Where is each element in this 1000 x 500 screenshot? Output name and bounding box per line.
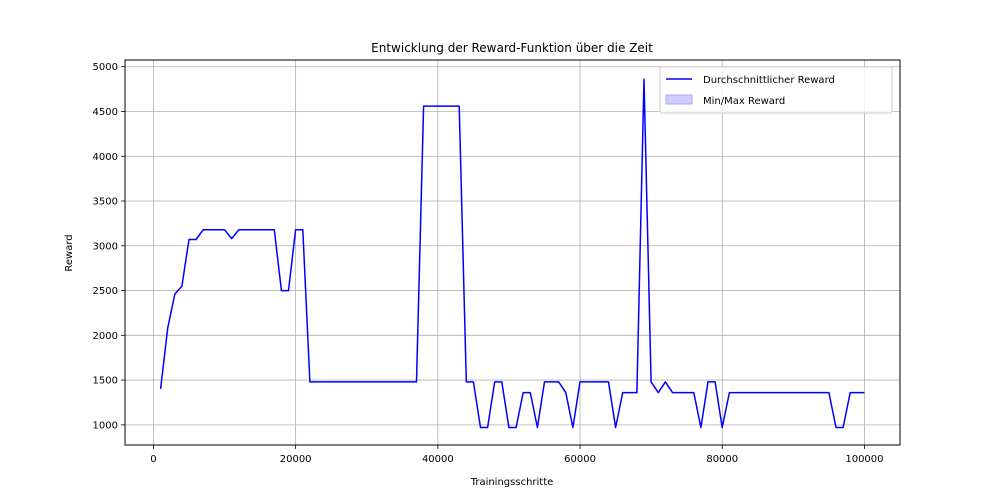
plot-frame bbox=[124, 59, 901, 446]
y-tick-label: 3500 bbox=[93, 197, 118, 208]
x-tick-label: 40000 bbox=[422, 454, 454, 465]
axis-ticks: 0 20000 40000 60000 80000 100000 1000 1500 2000 2… bbox=[93, 62, 884, 465]
y-axis-label: Reward bbox=[64, 234, 75, 271]
series-line-average-reward bbox=[159, 78, 865, 429]
legend: Durchschnittlicher Reward Min/Max Reward bbox=[659, 66, 893, 114]
y-tick-label: 1500 bbox=[93, 376, 118, 387]
x-tick-label: 80000 bbox=[706, 454, 738, 465]
y-tick-label: 2500 bbox=[93, 286, 118, 297]
legend-label-minmax: Min/Max Reward bbox=[703, 96, 785, 107]
y-tick-label: 4000 bbox=[93, 152, 118, 163]
x-tick-label: 20000 bbox=[280, 454, 312, 465]
grid bbox=[125, 60, 900, 445]
chart-title: Entwicklung der Reward-Funktion über die… bbox=[371, 41, 653, 55]
x-tick-label: 0 bbox=[150, 454, 156, 465]
plot-data bbox=[159, 78, 865, 429]
x-axis-label: Trainingsschritte bbox=[470, 477, 554, 488]
y-tick-label: 2000 bbox=[93, 331, 118, 342]
y-tick-label: 1000 bbox=[93, 420, 118, 431]
y-tick-label: 5000 bbox=[93, 62, 118, 73]
y-tick-label: 3000 bbox=[93, 241, 118, 252]
legend-area-swatch bbox=[665, 94, 693, 105]
legend-box bbox=[659, 66, 893, 114]
x-tick-label: 60000 bbox=[564, 454, 596, 465]
legend-label-average: Durchschnittlicher Reward bbox=[703, 75, 835, 86]
x-tick-label: 100000 bbox=[845, 454, 883, 465]
y-tick-label: 4500 bbox=[93, 107, 118, 118]
